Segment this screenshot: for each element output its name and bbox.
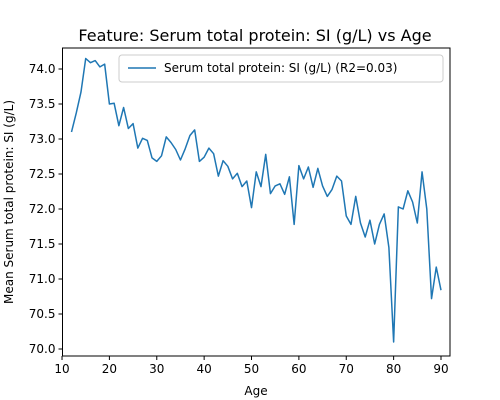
y-tick-label: 73.0 [29,132,56,146]
x-tick-label: 50 [244,362,259,376]
plot-frame [62,47,451,357]
x-tick-label: 40 [197,362,212,376]
y-tick-label: 71.5 [29,237,56,251]
series-line-0 [70,57,442,343]
legend-label: Serum total protein: SI (g/L) (R2=0.03) [164,61,397,75]
x-tick-label: 30 [149,362,164,376]
x-tick-label: 60 [291,362,306,376]
y-tick-label: 70.0 [29,342,56,356]
x-axis-title: Age [244,384,267,398]
legend: Serum total protein: SI (g/L) (R2=0.03) [118,54,444,83]
plot-area [70,57,442,343]
x-tick-label: 70 [339,362,354,376]
y-tick-label: 72.5 [29,167,56,181]
chart-title: Feature: Serum total protein: SI (g/L) v… [78,26,431,45]
x-axis: 10 20 30 40 50 60 70 80 90 [54,356,449,376]
legend-box [118,54,444,83]
y-tick-label: 74.0 [29,62,56,76]
y-tick-label: 71.0 [29,272,56,286]
x-tick-label: 10 [54,362,69,376]
x-tick-label: 80 [386,362,401,376]
y-axis-title: Mean Serum total protein: SI (g/L) [2,100,16,304]
y-tick-label: 73.5 [29,97,56,111]
y-axis: 70.0 70.5 71.0 71.5 72.0 72.5 73.0 73.5 74.0 [29,62,63,356]
y-tick-label: 72.0 [29,202,56,216]
x-tick-label: 90 [433,362,448,376]
y-tick-label: 70.5 [29,307,56,321]
x-tick-label: 20 [102,362,117,376]
